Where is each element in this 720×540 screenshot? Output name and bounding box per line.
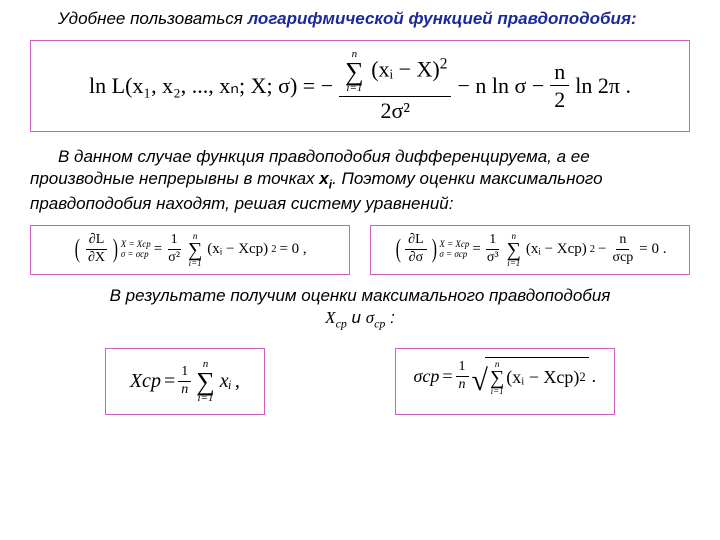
lnL-left: ln L(x₁, x₂, ..., xₙ; X; σ) = − bbox=[89, 73, 333, 99]
rxixcp: (xᵢ − Xср) bbox=[506, 367, 579, 388]
sqrt: √ n ∑ i=1 (xᵢ − Xср)2 bbox=[472, 357, 589, 396]
ln2pi: ln 2π . bbox=[575, 73, 631, 99]
rsb: i=1 bbox=[198, 393, 214, 404]
eq1: = bbox=[154, 241, 162, 258]
result-row: Xср = 1 n n ∑ i=1 xᵢ , σср = bbox=[30, 340, 690, 429]
res-s: σ bbox=[366, 308, 374, 327]
one2: 1 bbox=[486, 233, 499, 250]
eq-dSigma-box: ( ∂L ∂σ ) X = Xср σ = σср = 1 σ³ n ∑ bbox=[370, 225, 690, 275]
result-Xcp: Xср = 1 n n ∑ i=1 xᵢ , bbox=[130, 359, 240, 404]
req2: = bbox=[442, 366, 452, 387]
formula-lnL: ln L(x₁, x₂, ..., xₙ; X; σ) = − n ∑ i=1 … bbox=[47, 49, 673, 122]
dX: ∂X bbox=[85, 250, 108, 266]
system-row: ( ∂L ∂X ) X = Xср σ = σср = 1 σ² n ∑ bbox=[30, 225, 690, 275]
den-scp: σср bbox=[610, 250, 637, 266]
num-n2: n bbox=[616, 233, 629, 250]
den-2: 2 bbox=[550, 86, 569, 111]
res-Xcp: ср bbox=[336, 316, 347, 330]
sq1: 2 bbox=[271, 244, 276, 255]
cond2a: σ = σср bbox=[121, 250, 151, 260]
req1: = bbox=[164, 370, 175, 393]
eq2: = bbox=[472, 241, 480, 258]
minus-nln: − n ln σ − bbox=[457, 73, 544, 99]
frac-n2: n 2 bbox=[550, 60, 569, 111]
paragraph-1: В данном случае функция правдоподобия ди… bbox=[30, 146, 690, 215]
intro-emph: логарифмической функцией правдоподобия: bbox=[248, 9, 637, 28]
rone2: 1 bbox=[456, 360, 469, 377]
one1: 1 bbox=[168, 233, 181, 250]
sq: 2 bbox=[440, 56, 448, 73]
s2: σ² bbox=[165, 250, 183, 266]
eq-dX-box: ( ∂L ∂X ) X = Xср σ = σср = 1 σ² n ∑ bbox=[30, 225, 350, 275]
minus2: − bbox=[598, 241, 606, 258]
dL: ∂L bbox=[86, 233, 107, 250]
frac-main: n ∑ i=1 (xᵢ − X)2 2σ² bbox=[339, 49, 451, 122]
res-a: В результате получим оценки максимальног… bbox=[110, 286, 611, 305]
result-sigma: σср = 1 n √ n ∑ i=1 (xᵢ − Xср)2 bbox=[414, 357, 597, 396]
sum-main: n ∑ i=1 bbox=[345, 49, 364, 94]
eq-dX: ( ∂L ∂X ) X = Xср σ = σср = 1 σ² n ∑ bbox=[73, 232, 306, 268]
rs: σср bbox=[414, 366, 440, 387]
eq-dSigma: ( ∂L ∂σ ) X = Xср σ = σср = 1 σ³ n ∑ bbox=[394, 232, 667, 268]
result-Xcp-box: Xср = 1 n n ∑ i=1 xᵢ , bbox=[105, 348, 265, 415]
rcomma: , bbox=[235, 370, 240, 393]
rone: 1 bbox=[178, 365, 191, 382]
intro-plain: Удобнее пользоваться bbox=[58, 9, 248, 28]
rsb2: i=1 bbox=[491, 387, 504, 396]
rX: Xср bbox=[130, 370, 161, 392]
res-b: и bbox=[352, 308, 366, 327]
rn: n bbox=[181, 382, 188, 397]
rperiod: . bbox=[592, 366, 597, 387]
rsq: 2 bbox=[579, 370, 585, 385]
sum-bot: i=1 bbox=[346, 83, 362, 94]
sq2: 2 bbox=[590, 244, 595, 255]
xiX: (xᵢ − X) bbox=[371, 57, 440, 82]
result-text: В результате получим оценки максимальног… bbox=[30, 285, 690, 332]
eq0p: = 0 . bbox=[639, 241, 666, 258]
xixcp1: (xᵢ − Xср) bbox=[207, 241, 268, 258]
sb2: i=1 bbox=[507, 259, 520, 268]
xixcp2: (xᵢ − Xср) bbox=[526, 241, 587, 258]
rn2: n bbox=[459, 377, 466, 392]
formula-lnL-box: ln L(x₁, x₂, ..., xₙ; X; σ) = − n ∑ i=1 … bbox=[30, 40, 690, 131]
den-2sigma2: 2σ² bbox=[377, 97, 414, 122]
dS: ∂σ bbox=[406, 250, 426, 266]
rxi: xᵢ bbox=[220, 370, 232, 393]
intro-text: Удобнее пользоваться логарифмической фун… bbox=[30, 8, 690, 30]
sb1: i=1 bbox=[189, 259, 202, 268]
res-c: : bbox=[390, 308, 395, 327]
dL2: ∂L bbox=[405, 233, 426, 250]
cond2b: σ = σср bbox=[439, 250, 469, 260]
xi-sym: x bbox=[319, 169, 328, 188]
eq0c: = 0 , bbox=[279, 241, 306, 258]
result-sigma-box: σср = 1 n √ n ∑ i=1 (xᵢ − Xср)2 bbox=[395, 348, 616, 415]
num-n: n bbox=[550, 60, 569, 86]
res-scp: ср bbox=[374, 316, 385, 330]
res-X: X bbox=[325, 308, 335, 327]
s3: σ³ bbox=[484, 250, 502, 266]
